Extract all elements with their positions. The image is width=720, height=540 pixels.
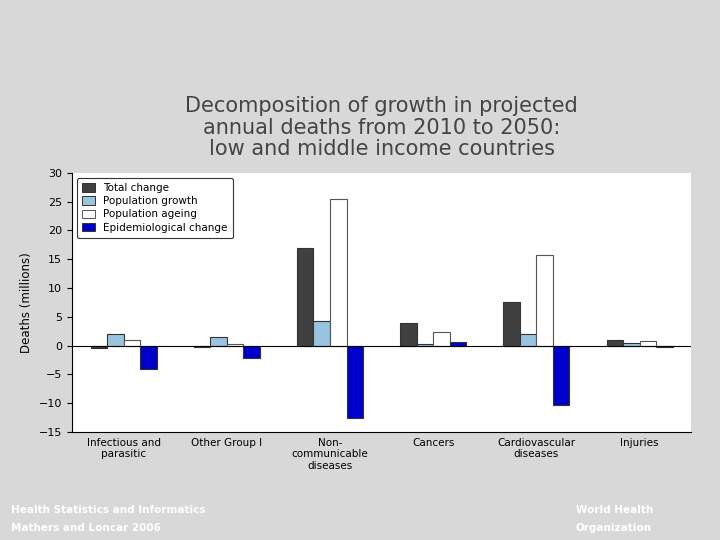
Bar: [194, 346, 210, 347]
Text: Health Statistics and Informatics: Health Statistics and Informatics: [11, 505, 205, 515]
Text: annual deaths from 2010 to 2050:: annual deaths from 2010 to 2050:: [203, 118, 560, 138]
Text: Mathers and Loncar 2006: Mathers and Loncar 2006: [11, 523, 161, 533]
Bar: [227, 344, 243, 346]
Text: World Health: World Health: [576, 505, 653, 515]
Bar: [140, 346, 157, 369]
Bar: [450, 342, 467, 346]
Bar: [606, 340, 623, 346]
Bar: [210, 337, 227, 346]
Bar: [400, 322, 417, 346]
Text: low and middle income countries: low and middle income countries: [209, 139, 554, 159]
Bar: [623, 343, 639, 346]
Bar: [639, 341, 656, 346]
Bar: [433, 332, 450, 346]
Bar: [346, 346, 363, 417]
Bar: [107, 334, 124, 346]
Legend: Total change, Population growth, Population ageing, Epidemiological change: Total change, Population growth, Populat…: [77, 178, 233, 238]
Text: Decomposition of growth in projected: Decomposition of growth in projected: [185, 96, 578, 116]
Bar: [243, 346, 260, 358]
Bar: [503, 302, 520, 346]
Text: Organization: Organization: [576, 523, 652, 533]
Bar: [124, 340, 140, 346]
Bar: [656, 346, 672, 347]
Y-axis label: Deaths (millions): Deaths (millions): [20, 252, 33, 353]
Bar: [297, 248, 313, 346]
Bar: [91, 346, 107, 348]
Bar: [330, 199, 346, 346]
Bar: [520, 334, 536, 346]
Bar: [313, 321, 330, 346]
Bar: [417, 344, 433, 346]
Bar: [536, 255, 553, 346]
Bar: [553, 346, 570, 405]
